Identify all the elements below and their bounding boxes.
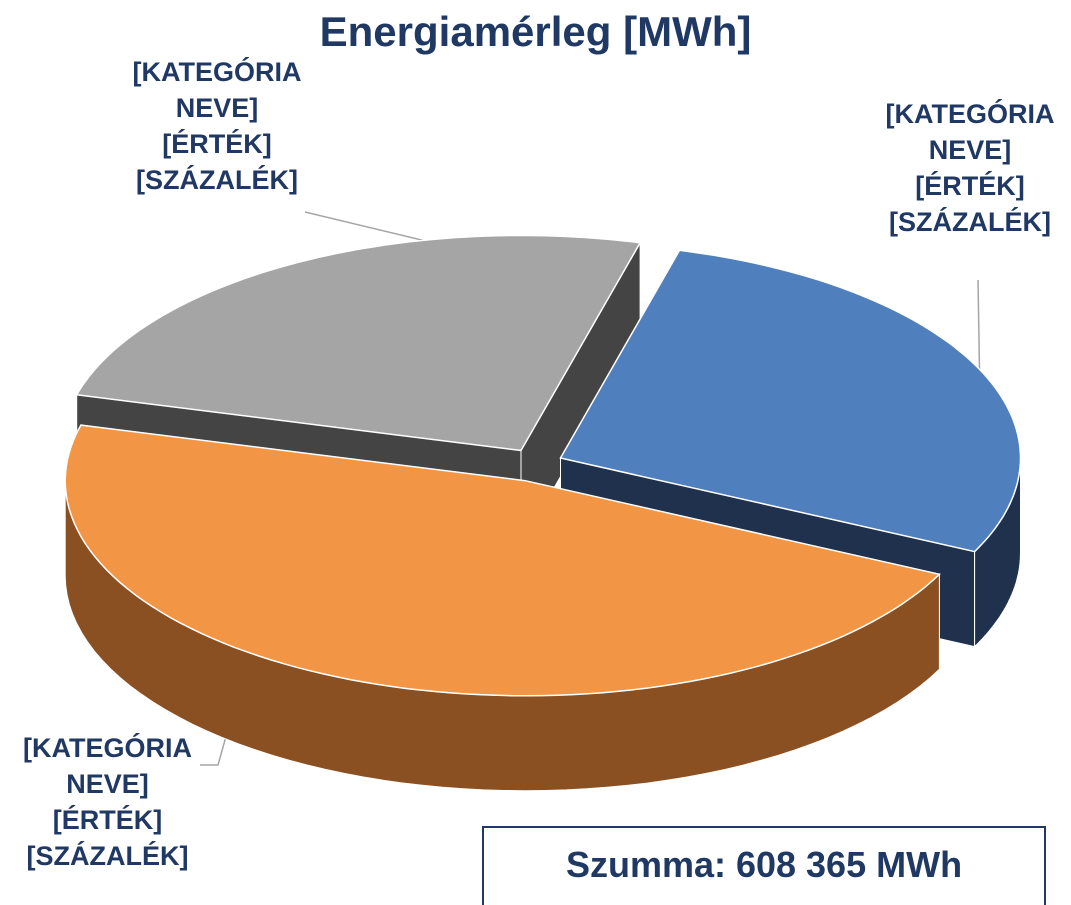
- label-category: [KATEGÓRIA NEVE]: [885, 99, 1055, 165]
- total-annotation: Szumma: 608 365 MWh: [482, 826, 1046, 905]
- data-label: [KATEGÓRIA NEVE] [ÉRTÉK] [SZÁZALÉK]: [112, 54, 322, 198]
- label-percent: [SZÁZALÉK]: [136, 165, 298, 195]
- slice: [75, 234, 642, 452]
- label-value: [ÉRTÉK]: [162, 129, 272, 159]
- label-category: [KATEGÓRIA NEVE]: [23, 733, 192, 799]
- label-percent: [SZÁZALÉK]: [889, 207, 1051, 237]
- label-value: [ÉRTÉK]: [52, 805, 163, 835]
- data-label: [KATEGÓRIA NEVE] [ÉRTÉK] [SZÁZALÉK]: [870, 96, 1070, 240]
- label-percent: [SZÁZALÉK]: [26, 841, 189, 871]
- slice: [64, 424, 941, 697]
- data-label: [KATEGÓRIA NEVE] [ÉRTÉK] [SZÁZALÉK]: [5, 730, 210, 874]
- chart-title: Energiamérleg [MWh]: [319, 8, 752, 55]
- label-category: [KATEGÓRIA NEVE]: [132, 57, 302, 123]
- leader-line: [304, 211, 431, 243]
- label-value: [ÉRTÉK]: [915, 171, 1025, 201]
- slice: [559, 249, 1022, 553]
